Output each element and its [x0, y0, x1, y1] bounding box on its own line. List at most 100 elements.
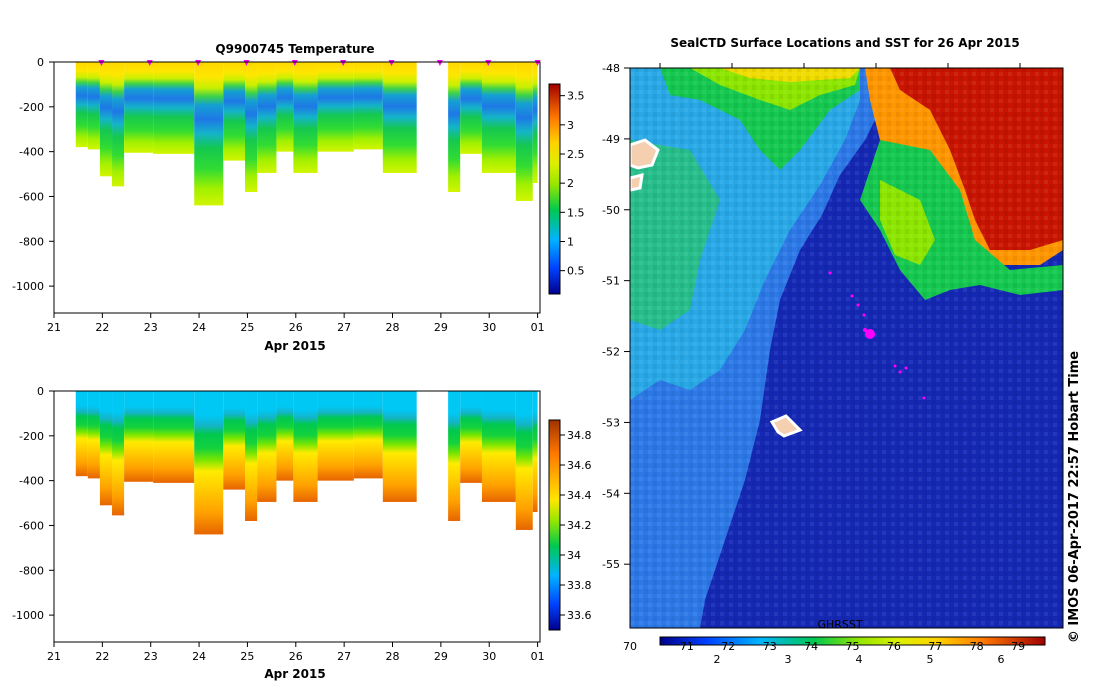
x-tick-label: 29: [434, 321, 448, 334]
colorbar-tick-label: 3: [567, 119, 574, 132]
x-tick-label: 24: [192, 321, 206, 334]
x-tick-label: 27: [337, 321, 351, 334]
y-tick-label: -600: [19, 519, 44, 532]
seal-ctd-locations: [828, 271, 926, 400]
profile-column: [223, 391, 246, 490]
sst-map-title: SealCTD Surface Locations and SST for 26…: [670, 36, 1019, 50]
profile-column: [382, 62, 417, 173]
sst-fahrenheit-tick-label: 79: [1011, 640, 1025, 653]
sst-fahrenheit-tick-label: 78: [970, 640, 984, 653]
x-tick-label: 01: [531, 650, 545, 663]
profile-column: [75, 62, 88, 148]
colorbar-tick-label: 1: [567, 236, 574, 249]
profile-column: [460, 391, 482, 483]
temperature-x-axis-label: Apr 2015: [264, 339, 325, 353]
profile-column: [153, 62, 195, 154]
salinity-x-axis-label: Apr 2015: [264, 667, 325, 681]
x-tick-label: 21: [47, 650, 61, 663]
y-tick-label: 0: [37, 385, 44, 398]
profile-column: [382, 391, 417, 502]
sst-celsius-tick-label: 2: [714, 653, 721, 666]
x-tick-label: 30: [482, 650, 496, 663]
lat-tick-label: -53: [602, 416, 620, 429]
y-tick-label: -200: [19, 101, 44, 114]
colorbar-tick-label: 34.8: [567, 429, 592, 442]
profile-column: [87, 62, 100, 150]
profile-column: [353, 62, 383, 150]
lat-tick-label: -49: [602, 133, 620, 146]
x-tick-label: 23: [144, 321, 158, 334]
profile-column: [448, 391, 461, 521]
x-tick-label: 22: [95, 650, 109, 663]
profile-column: [75, 391, 88, 477]
y-tick-label: 0: [37, 56, 44, 69]
profile-column: [515, 62, 533, 201]
y-tick-label: -800: [19, 564, 44, 577]
sst-celsius-tick-label: 3: [785, 653, 792, 666]
colorbar-tick-label: 2.5: [567, 148, 585, 161]
y-tick-label: -1000: [12, 609, 44, 622]
profile-column: [194, 62, 224, 206]
x-tick-label: 25: [240, 321, 254, 334]
colorbar-tick-label: 33.6: [567, 609, 592, 622]
profile-column: [257, 391, 277, 502]
profile-column: [257, 62, 277, 173]
x-tick-label: 28: [386, 650, 400, 663]
profile-column: [481, 391, 516, 502]
sst-celsius-tick-label: 5: [927, 653, 934, 666]
sst-fahrenheit-tick-label: 73: [763, 640, 777, 653]
profile-column: [245, 391, 258, 521]
lat-tick-label: -55: [602, 558, 620, 571]
x-tick-label: 01: [531, 321, 545, 334]
profile-column: [99, 391, 113, 506]
profile-column: [353, 391, 383, 479]
seal-location-point: [865, 329, 875, 339]
sst-fahrenheit-tick-label: 75: [846, 640, 860, 653]
sst-fahrenheit-tick-label: 70: [623, 640, 637, 653]
lat-tick-label: -48: [602, 62, 620, 75]
y-tick-label: -800: [19, 235, 44, 248]
sst-celsius-tick-label: 6: [998, 653, 1005, 666]
temperature-colorbar: [548, 83, 561, 295]
x-tick-label: 23: [144, 650, 158, 663]
x-tick-label: 26: [289, 650, 303, 663]
x-tick-label: 30: [482, 321, 496, 334]
profile-column: [124, 62, 154, 153]
profile-column: [481, 62, 516, 173]
profile-column: [460, 62, 482, 154]
profile-column: [223, 62, 246, 161]
profile-column: [448, 62, 461, 192]
profile-column: [87, 391, 100, 479]
colorbar-tick-label: 34.2: [567, 519, 592, 532]
x-tick-label: 21: [47, 321, 61, 334]
sst-fahrenheit-tick-label: 77: [928, 640, 942, 653]
profile-column: [515, 391, 533, 530]
profile-column: [276, 391, 294, 481]
profile-column: [99, 62, 113, 177]
x-tick-label: 29: [434, 650, 448, 663]
temperature-title: Q9900745 Temperature: [215, 42, 374, 56]
y-tick-label: -400: [19, 475, 44, 488]
sst-colorbar-label: GHRSST: [817, 618, 862, 631]
colorbar-tick-label: 34.4: [567, 489, 592, 502]
x-tick-label: 24: [192, 650, 206, 663]
profile-column: [293, 62, 318, 173]
profile-column: [317, 62, 354, 152]
sst-fahrenheit-tick-label: 74: [804, 640, 818, 653]
y-tick-label: -400: [19, 146, 44, 159]
y-tick-label: -200: [19, 430, 44, 443]
salinity-panel: 0 -200 -400 -600 -800 -1000 21 22 23 24 25 26 27 28 2…: [12, 385, 591, 681]
x-tick-label: 26: [289, 321, 303, 334]
profile-column: [276, 62, 294, 152]
temperature-plot-frame: [53, 61, 541, 314]
colorbar-tick-label: 33.8: [567, 579, 592, 592]
lat-tick-label: -54: [602, 487, 620, 500]
colorbar-tick-label: 2: [567, 177, 574, 190]
temperature-panel: Q9900745 Temperature 0 -200 -400 -600 -800 -1…: [12, 42, 584, 353]
profile-column: [532, 62, 538, 184]
sst-colorbar: [659, 636, 1046, 646]
profile-column: [293, 391, 318, 502]
sst-map-frame: [629, 67, 1064, 629]
salinity-plot-frame: [53, 390, 541, 643]
